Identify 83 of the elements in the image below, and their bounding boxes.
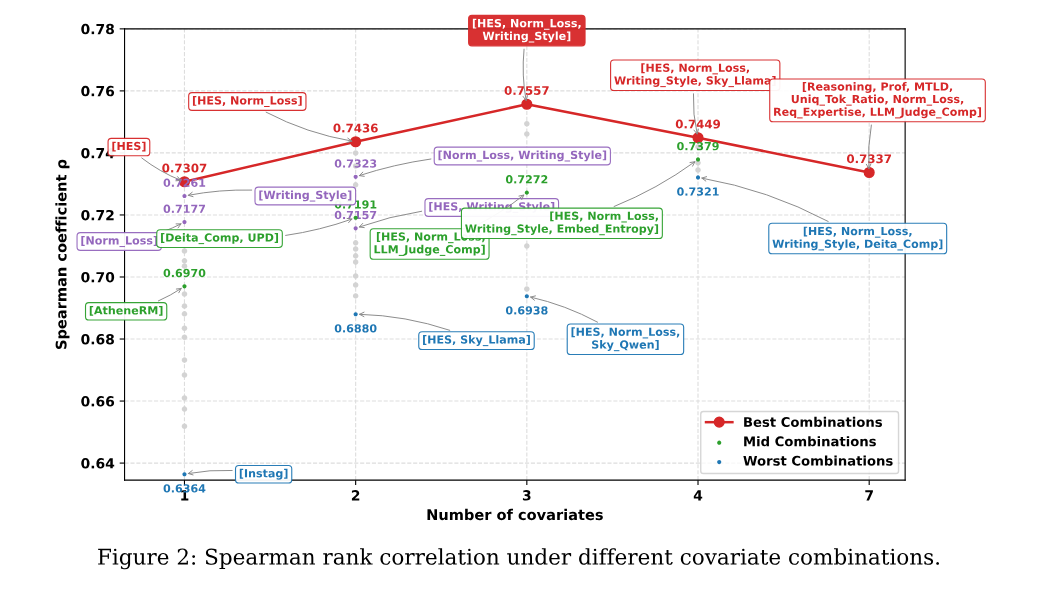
y-tick-label: 0.78 xyxy=(81,23,114,35)
annotation: [Writing_Style] xyxy=(259,190,352,202)
point xyxy=(181,258,188,264)
point xyxy=(181,291,188,297)
point xyxy=(181,406,188,412)
point xyxy=(521,98,533,110)
point xyxy=(181,357,188,363)
point xyxy=(695,175,701,180)
x-tick-label: 3 xyxy=(522,490,531,501)
point xyxy=(181,423,188,429)
point xyxy=(353,174,358,179)
data-label: 0.7323 xyxy=(334,159,377,168)
x-tick-label: 7 xyxy=(865,490,873,501)
point xyxy=(863,166,875,179)
annotation: [HES, Norm_Loss] xyxy=(192,95,302,108)
point xyxy=(352,253,359,259)
point xyxy=(182,193,187,199)
annotation: [HES, Norm_Loss, Writing_Style] xyxy=(472,18,581,43)
annotation: [AtheneRM] xyxy=(89,305,163,316)
y-tick-label: 0.66 xyxy=(81,396,115,407)
point xyxy=(181,325,188,331)
point xyxy=(352,246,359,252)
point xyxy=(181,395,188,401)
y-tick-label: 0.72 xyxy=(81,209,114,221)
point xyxy=(182,220,187,225)
point xyxy=(352,240,359,246)
point xyxy=(524,294,529,299)
legend-label: Mid Combinations xyxy=(744,436,876,447)
point xyxy=(182,472,187,477)
point xyxy=(353,312,358,317)
point xyxy=(524,243,530,249)
point xyxy=(524,190,529,195)
point xyxy=(695,160,701,166)
y-axis-title: Spearman coefficient ρ xyxy=(55,159,70,349)
data-label: 0.6938 xyxy=(505,306,548,315)
annotation: [Deita_Comp, UPD] xyxy=(161,233,279,245)
annotation: [HES, Norm_Loss, Sky_Qwen] xyxy=(571,327,680,352)
y-tick-label: 0.68 xyxy=(81,333,114,345)
data-label: 0.7557 xyxy=(504,86,549,95)
y-tick-label: 0.76 xyxy=(81,85,115,97)
data-label: 0.7157 xyxy=(334,210,377,220)
point xyxy=(524,131,530,137)
point xyxy=(350,136,362,148)
x-axis-title: Number of covariates xyxy=(427,508,603,521)
data-label: 0.7321 xyxy=(677,187,719,196)
data-label: 0.7191 xyxy=(334,200,377,209)
legend-label: Best Combinations xyxy=(744,416,882,427)
annotation: [Instag] xyxy=(239,468,288,480)
legend-label: Worst Combinations xyxy=(743,455,893,466)
y-tick-label: 0.64 xyxy=(81,458,115,469)
point xyxy=(181,334,188,340)
data-label: 0.7436 xyxy=(333,123,378,133)
data-label: 0.7337 xyxy=(846,154,892,164)
data-label: 0.7177 xyxy=(163,204,206,213)
point xyxy=(181,372,188,378)
data-label: 0.7449 xyxy=(675,119,721,129)
point xyxy=(181,303,188,309)
point xyxy=(524,120,530,127)
point xyxy=(352,182,359,188)
point xyxy=(181,311,188,317)
x-tick-label: 2 xyxy=(351,490,360,501)
data-label: 0.6880 xyxy=(334,324,377,333)
y-tick-label: 0.70 xyxy=(81,271,115,283)
x-tick-label: 4 xyxy=(693,490,703,501)
data-label: 0.7379 xyxy=(677,141,719,151)
point xyxy=(695,167,701,173)
data-label: 0.7272 xyxy=(505,175,548,184)
annotation: [Norm_Loss, Writing_Style] xyxy=(438,150,607,162)
point xyxy=(352,273,359,279)
point xyxy=(181,248,188,254)
point xyxy=(352,293,359,299)
annotation: [HES, Norm_Loss, Writing_Style, Deita_Comp] xyxy=(772,226,943,251)
point xyxy=(524,286,530,292)
data-label: 0.7307 xyxy=(162,163,207,173)
annotation: [Reasoning, Prof, MTLD, Uniq_Tok_Ratio, Norm_Loss, Req_Expertise, LLM_Judge_Comp] xyxy=(774,82,982,119)
point xyxy=(352,259,359,265)
point xyxy=(695,157,701,162)
data-label: 0.6970 xyxy=(163,268,206,278)
point xyxy=(353,226,358,231)
caption: Figure 2: Spearman rank correlation under different covariate combinations. xyxy=(98,548,939,570)
point xyxy=(352,282,359,288)
point xyxy=(352,150,359,156)
annotation: [HES, Sky_Llama] xyxy=(423,335,530,347)
